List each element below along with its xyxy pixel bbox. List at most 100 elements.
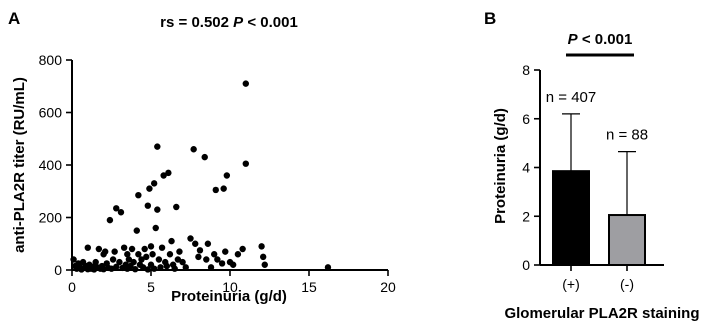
panel-a-y-tick-label: 600	[39, 105, 63, 121]
scatter-point	[211, 251, 218, 258]
panel-b-bars: n = 407 (+) n = 88 (-)	[546, 89, 648, 292]
scatter-point	[174, 256, 182, 263]
scatter-point	[190, 146, 197, 153]
panel-a-letter: A	[8, 9, 20, 28]
scatter-point	[242, 80, 249, 87]
scatter-point	[222, 248, 229, 255]
scatter-point	[214, 256, 221, 263]
scatter-point	[113, 205, 120, 212]
panel-a-y-ticks: 0 200 400 600 800	[39, 52, 72, 278]
scatter-point	[166, 251, 174, 258]
panel-a-points	[70, 80, 332, 273]
scatter-point	[133, 227, 140, 234]
scatter-point	[154, 143, 161, 150]
scatter-point	[203, 256, 210, 263]
bar-n-label: n = 88	[606, 127, 648, 144]
scatter-point	[212, 186, 219, 194]
panel-a-y-tick-label: 800	[39, 52, 63, 68]
scatter-point	[149, 251, 156, 258]
scatter-point	[116, 258, 123, 266]
scatter-point	[192, 240, 199, 247]
panel-b: B P < 0.001 0 2 4 6 8 n = 407 (+) n = 88 (-) Gl…	[484, 9, 700, 322]
scatter-point	[128, 245, 136, 253]
scatter-point	[196, 247, 204, 254]
panel-a-x-tick-label: 15	[301, 279, 317, 295]
panel-b-y-tick-label: 6	[522, 111, 530, 127]
scatter-point	[125, 256, 133, 263]
scatter-point	[143, 253, 150, 261]
panel-a-x-tick-label: 0	[68, 279, 76, 295]
panel-b-letter: B	[484, 9, 496, 28]
scatter-point	[141, 245, 148, 253]
scatter-point	[157, 264, 164, 271]
scatter-point	[135, 251, 142, 258]
scatter-point	[223, 172, 231, 179]
scatter-point	[179, 258, 186, 266]
scatter-point	[229, 261, 237, 268]
panel-a-y-tick-label: 0	[54, 262, 62, 278]
panel-a-x-tick-label: 20	[380, 279, 396, 295]
scatter-point	[135, 191, 142, 199]
panel-b-y-tick-label: 2	[522, 208, 530, 224]
panel-b-significance: P < 0.001	[568, 31, 633, 48]
scatter-point	[168, 237, 175, 245]
scatter-point	[84, 244, 92, 251]
panel-a-x-ticks: 0 5 10 15 20	[68, 270, 396, 295]
bar-category-label: (-)	[620, 276, 634, 292]
scatter-point	[70, 256, 77, 263]
scatter-point	[147, 243, 155, 250]
panel-a-x-tick-label: 10	[222, 279, 238, 295]
bar-category-label: (+)	[562, 276, 580, 292]
scatter-point	[261, 261, 268, 268]
scatter-point	[150, 265, 158, 272]
scatter-point	[144, 202, 152, 209]
scatter-point	[163, 262, 170, 270]
scatter-point	[152, 224, 159, 232]
scatter-point	[92, 258, 99, 266]
panel-b-y-tick-label: 4	[522, 160, 530, 176]
scatter-point	[187, 235, 194, 242]
scatter-point	[146, 185, 153, 192]
scatter-point	[324, 264, 332, 271]
panel-b-y-tick-label: 8	[522, 62, 530, 78]
scatter-point	[173, 203, 180, 211]
scatter-point	[182, 264, 189, 271]
panel-b-x-label: Glomerular PLA2R staining	[504, 305, 699, 322]
scatter-point	[117, 209, 125, 216]
panel-b-y-ticks: 0 2 4 6 8	[522, 62, 540, 273]
scatter-point	[155, 256, 163, 263]
scatter-point	[207, 264, 215, 271]
panel-a-title: rs = 0.502 P < 0.001	[160, 14, 298, 31]
scatter-point	[176, 248, 183, 255]
scatter-point	[150, 180, 158, 187]
panel-a-y-label: anti-PLA2R titer (RU/mL)	[11, 77, 28, 253]
panel-a: A rs = 0.502 P < 0.001 0 5 10 15 20 0 200 400 6…	[8, 9, 396, 305]
scatter-point	[106, 216, 114, 224]
panel-b-y-label: Proteinuria (g/d)	[492, 108, 509, 224]
panel-a-x-tick-label: 5	[147, 279, 155, 295]
scatter-point	[158, 244, 166, 251]
scatter-point	[130, 258, 137, 266]
bar-n-label: n = 407	[546, 89, 596, 106]
panel-a-y-tick-label: 200	[39, 210, 63, 226]
panel-a-x-label: Proteinuria (g/d)	[171, 288, 287, 305]
scatter-point	[109, 256, 117, 263]
scatter-point	[171, 265, 178, 272]
scatter-point	[144, 266, 152, 273]
scatter-point	[258, 243, 265, 250]
scatter-point	[132, 266, 139, 273]
scatter-point	[111, 248, 118, 255]
scatter-point	[239, 245, 246, 253]
scatter-point	[113, 263, 120, 271]
scatter-point	[242, 160, 249, 167]
scatter-point	[234, 251, 242, 258]
panel-b-y-tick-label: 0	[522, 257, 530, 273]
scatter-point	[220, 185, 227, 192]
scatter-point	[195, 253, 202, 261]
bar	[608, 214, 646, 266]
scatter-point	[165, 169, 172, 177]
panel-a-y-tick-label: 400	[39, 157, 63, 173]
scatter-point	[201, 153, 208, 161]
scatter-point	[204, 240, 212, 247]
